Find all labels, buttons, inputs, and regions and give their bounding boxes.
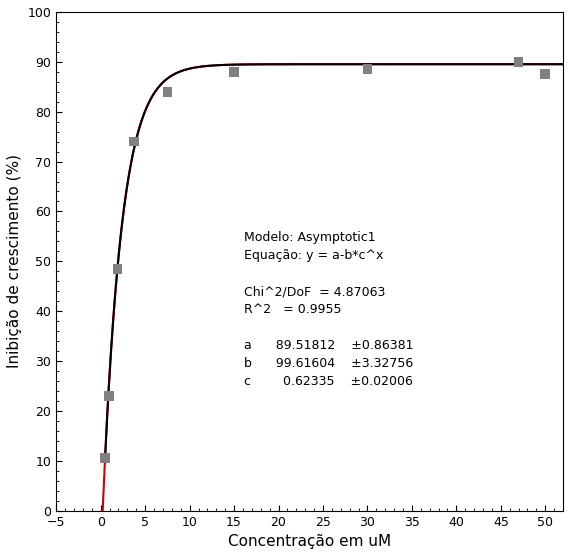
X-axis label: Concentração em uM: Concentração em uM	[228, 534, 391, 549]
Point	[363, 65, 372, 74]
Y-axis label: Inibição de crescimento (%): Inibição de crescimento (%)	[7, 155, 22, 368]
Point	[100, 454, 109, 463]
Point	[230, 67, 239, 76]
Point	[541, 70, 550, 79]
Text: Modelo: Asymptotic1
Equação: y = a-b*c^x

Chi^2/DoF  = 4.87063
R^2   = 0.9955

a: Modelo: Asymptotic1 Equação: y = a-b*c^x…	[244, 231, 413, 389]
Point	[113, 264, 122, 273]
Point	[514, 57, 523, 66]
Point	[129, 137, 139, 146]
Point	[163, 87, 172, 96]
Point	[104, 391, 113, 400]
